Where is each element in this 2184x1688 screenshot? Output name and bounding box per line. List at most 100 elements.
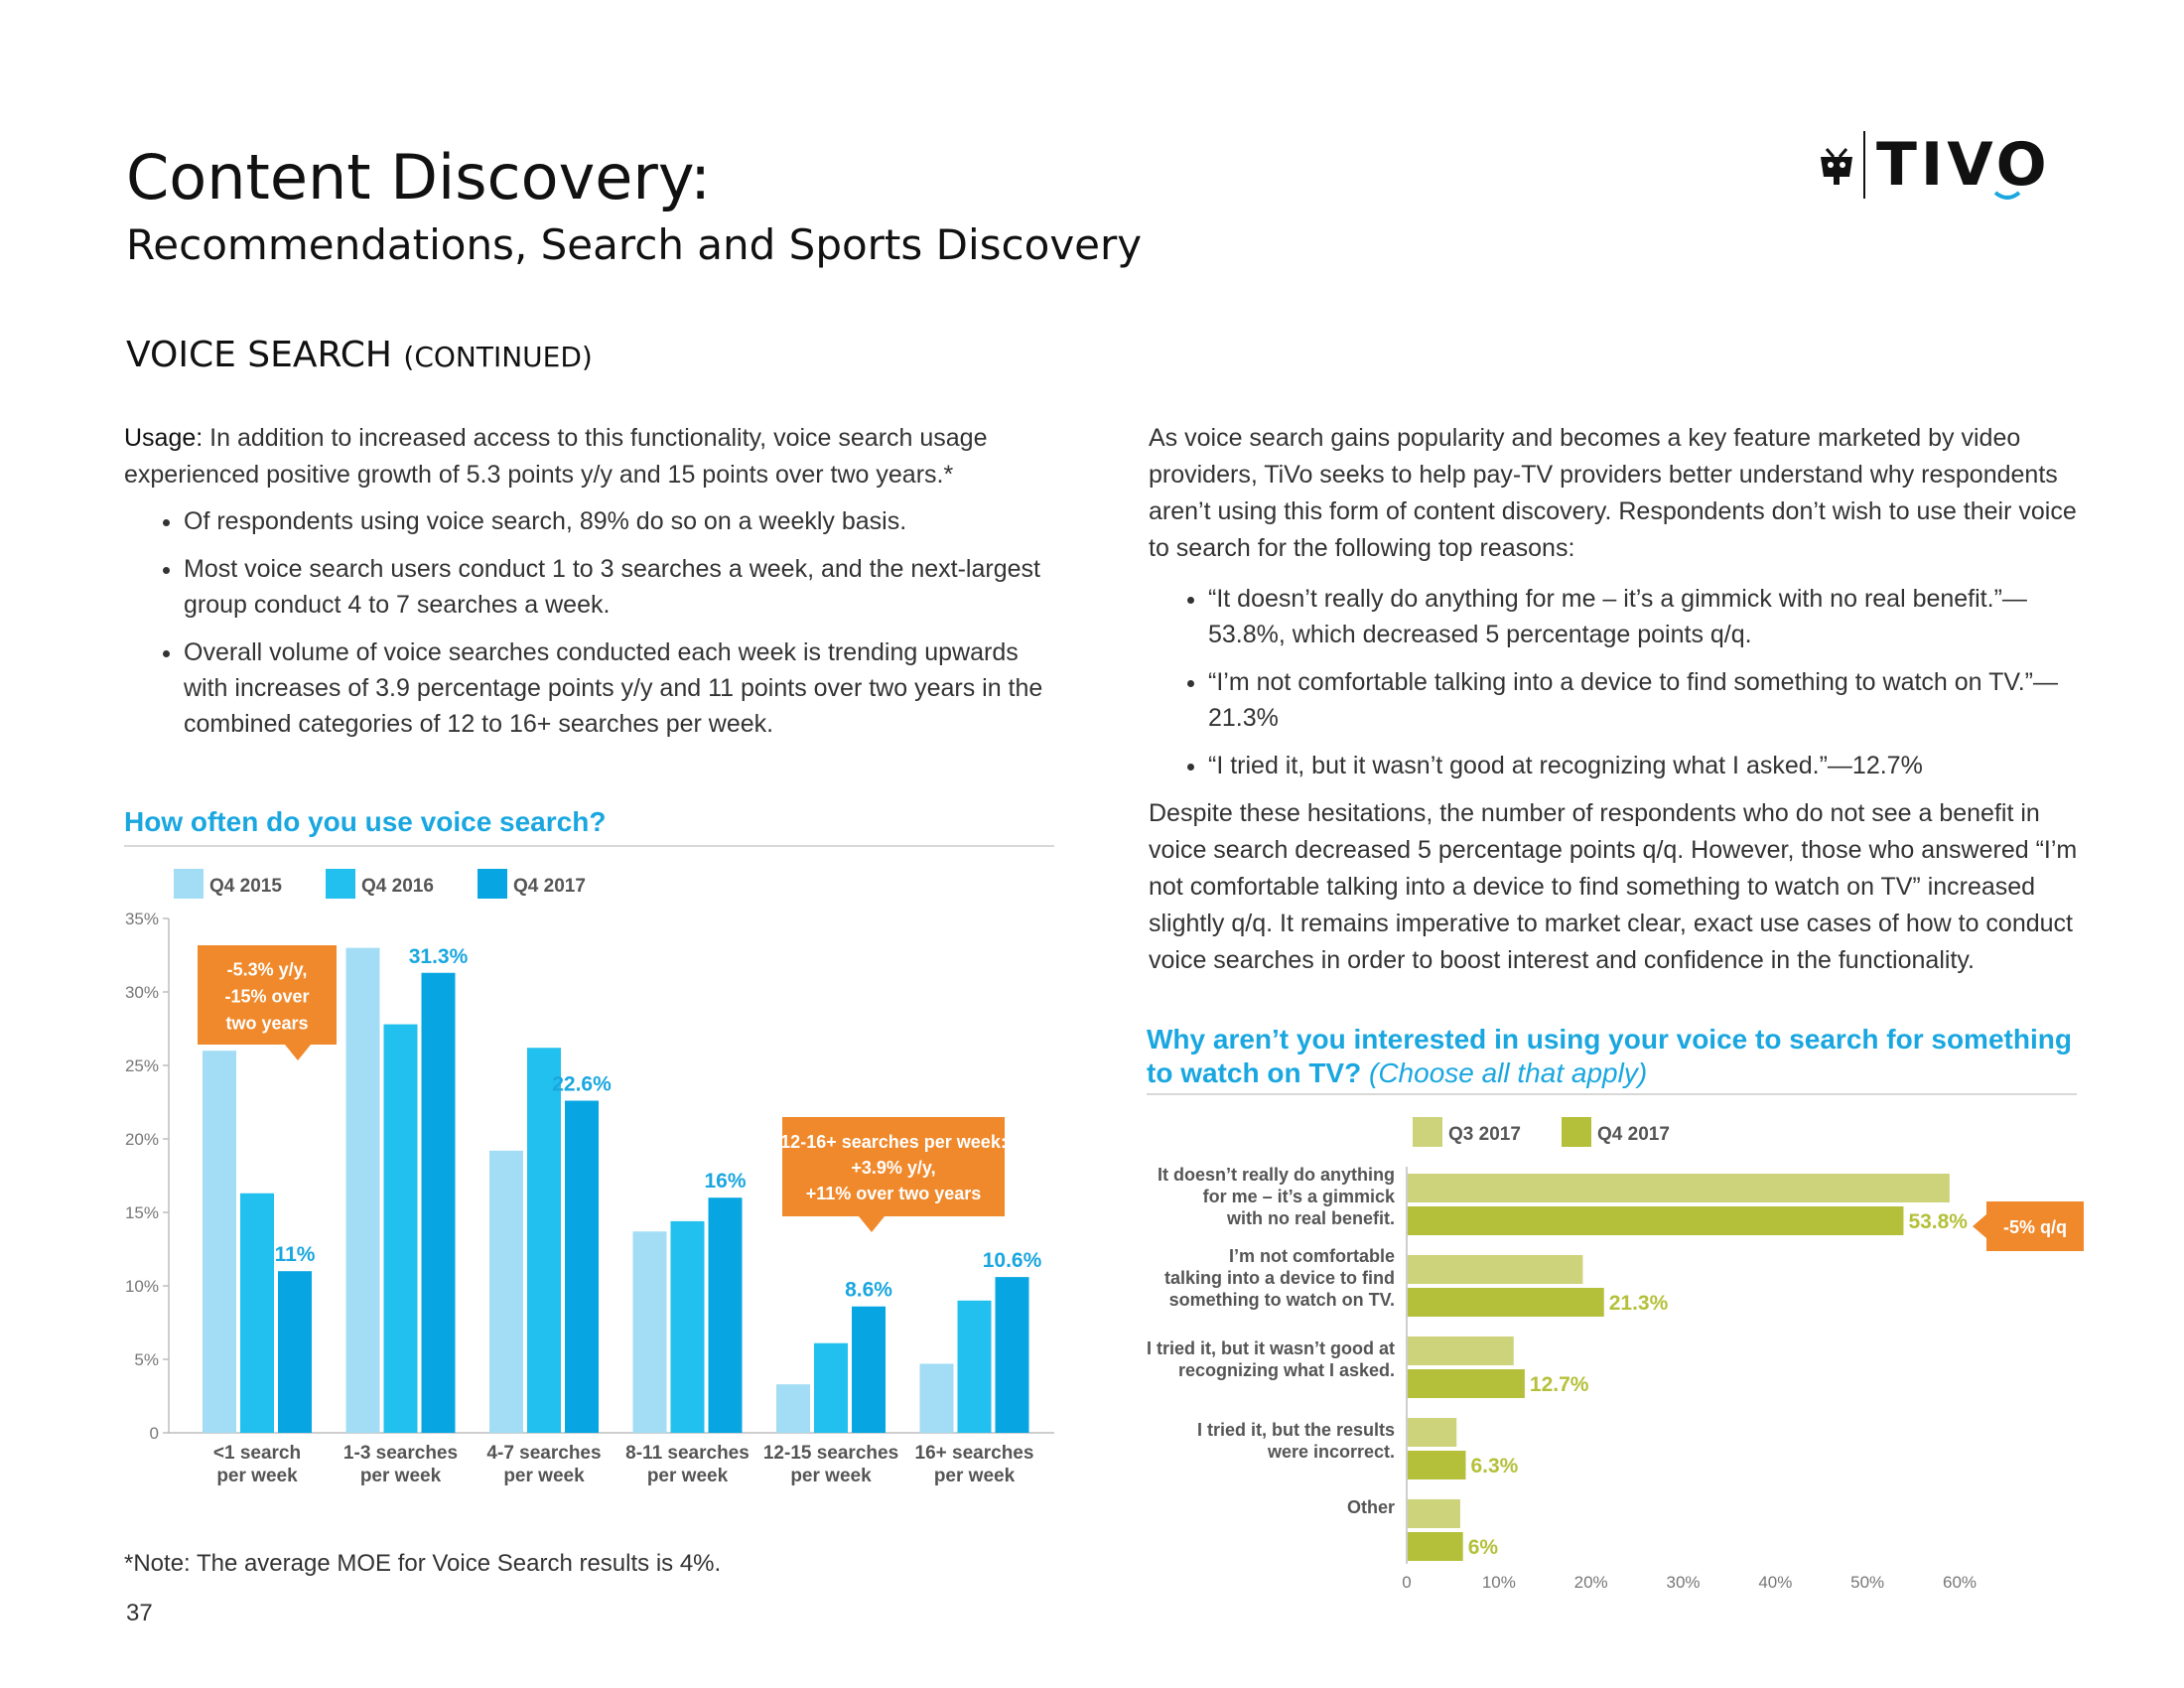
bar	[527, 1048, 561, 1433]
legend-swatch	[326, 869, 355, 899]
bar	[852, 1306, 886, 1433]
bar	[776, 1384, 810, 1433]
callout-text: -15% over	[224, 987, 309, 1007]
reasons-chart-title-suffix: (Choose all that apply)	[1369, 1057, 1648, 1088]
bar	[1408, 1418, 1457, 1447]
x-tick-label: 1-3 searches	[343, 1443, 458, 1464]
x-tick-label: per week	[216, 1466, 298, 1486]
usage-paragraph: Usage: In addition to increased access t…	[124, 420, 1067, 493]
legend-swatch	[174, 869, 204, 899]
usage-label: Usage:	[124, 424, 204, 452]
list-item: “It doesn’t really do anything for me – …	[1208, 581, 2092, 652]
left-bullet-list: Of respondents using voice search, 89% d…	[124, 503, 1067, 742]
callout-text: +11% over two years	[806, 1184, 982, 1203]
voice-usage-bar-chart: Q4 2015 Q4 2016 Q4 2017 0 5% 10% 15% 20% 25% 30% 3…	[125, 869, 1054, 1486]
bar	[240, 1193, 274, 1433]
x-tick-label: <1 search	[213, 1443, 301, 1464]
bar	[670, 1220, 705, 1433]
legend-swatch	[478, 869, 507, 899]
y-tick-label: 30%	[125, 983, 159, 1002]
y-tick-label: were incorrect.	[1267, 1442, 1395, 1462]
y-tick-label: 15%	[125, 1203, 159, 1222]
data-label: 31.3%	[409, 945, 469, 968]
bar	[1408, 1499, 1460, 1528]
x-tick-label: 20%	[1574, 1573, 1608, 1592]
data-label: 22.6%	[552, 1073, 612, 1096]
page-subtitle: Recommendations, Search and Sports Disco…	[126, 220, 1143, 269]
bar	[489, 1150, 523, 1433]
y-tick-label: something to watch on TV.	[1169, 1290, 1395, 1310]
bar	[919, 1363, 954, 1433]
annotation-callout: -5.3% y/y, -15% over two years	[198, 945, 337, 1060]
moe-note: *Note: The average MOE for Voice Search …	[124, 1550, 722, 1577]
annotation-callout: -5% q/q	[1973, 1201, 2084, 1251]
legend-label: Q4 2016	[361, 876, 434, 897]
y-tick-label: I tried it, but the results	[1197, 1420, 1395, 1440]
chart-title-divider	[1147, 1093, 2077, 1095]
callout-pointer	[285, 1045, 311, 1060]
bar	[814, 1342, 848, 1433]
usage-text: In addition to increased access to this …	[124, 424, 988, 489]
left-text-column: Usage: In addition to increased access t…	[124, 420, 1067, 754]
legend-swatch	[1562, 1117, 1591, 1147]
x-tick-label: 10%	[1482, 1573, 1516, 1592]
callout-text: two years	[225, 1014, 308, 1034]
bar	[1408, 1255, 1583, 1284]
list-item: Overall volume of voice searches conduct…	[184, 634, 1067, 742]
list-item: Most voice search users conduct 1 to 3 s…	[184, 551, 1067, 623]
legend-label: Q4 2017	[513, 876, 586, 897]
x-tick-label: 8-11 searches	[625, 1443, 750, 1464]
data-label: 11%	[275, 1243, 316, 1266]
y-tick-label: recognizing what I asked.	[1178, 1360, 1395, 1380]
annotation-callout: 12-16+ searches per week: +3.9% y/y, +11% …	[780, 1117, 1007, 1232]
reasons-chart-title-text: Why aren’t you interested in using your …	[1147, 1023, 2100, 1090]
y-tick-label: with no real benefit.	[1226, 1208, 1395, 1228]
bar	[1408, 1288, 1604, 1317]
list-item: Of respondents using voice search, 89% d…	[184, 503, 1067, 539]
section-subtitle: (CONTINUED)	[403, 341, 593, 373]
legend-label: Q4 2017	[1597, 1124, 1670, 1145]
data-label: 6.3%	[1470, 1455, 1518, 1477]
data-label: 12.7%	[1530, 1373, 1589, 1396]
reasons-chart-title-main: Why aren’t you interested in using your …	[1147, 1024, 2072, 1088]
y-tick-label: I tried it, but it wasn’t good at	[1147, 1338, 1395, 1358]
data-label: 8.6%	[845, 1279, 892, 1302]
y-tick-label: 20%	[125, 1130, 159, 1149]
y-tick-label: It doesn’t really do anything	[1158, 1165, 1395, 1185]
y-tick-label: 0	[150, 1424, 159, 1443]
bar	[957, 1300, 992, 1433]
bar	[278, 1271, 312, 1433]
legend-label: Q4 2015	[209, 876, 282, 897]
y-tick-label: 25%	[125, 1056, 159, 1075]
x-tick-label: 16+ searches	[915, 1443, 1034, 1464]
bar	[203, 1051, 236, 1433]
page-number: 37	[126, 1600, 153, 1626]
bar	[345, 947, 380, 1433]
x-tick-label: per week	[790, 1466, 872, 1486]
bar	[708, 1197, 743, 1433]
x-tick-label: 0	[1402, 1573, 1411, 1592]
y-tick-label: I’m not comfortable	[1229, 1246, 1395, 1266]
bar	[565, 1100, 599, 1433]
x-tick-label: per week	[503, 1466, 585, 1486]
x-tick-label: 60%	[1943, 1573, 1977, 1592]
list-item: “I’m not comfortable talking into a devi…	[1208, 664, 2092, 736]
bar	[1408, 1532, 1463, 1561]
tivo-logo: TIVO	[1815, 127, 2073, 207]
y-tick-label: Other	[1347, 1497, 1395, 1517]
y-tick-label: 35%	[125, 910, 159, 928]
legend-swatch	[1413, 1117, 1442, 1147]
callout-box	[1986, 1201, 2084, 1251]
x-tick-label: 40%	[1758, 1573, 1792, 1592]
bar	[995, 1277, 1029, 1433]
x-tick-label: per week	[647, 1466, 729, 1486]
x-tick-label: 30%	[1666, 1573, 1700, 1592]
tivo-tv-icon	[1821, 148, 1852, 185]
bar	[1408, 1451, 1466, 1479]
y-tick-label: 10%	[125, 1277, 159, 1296]
tivo-logo-graphic: TIVO	[1821, 130, 2047, 200]
bar	[1408, 1206, 1904, 1235]
section-title: VOICE SEARCH	[126, 335, 392, 375]
data-label: 6%	[1468, 1536, 1499, 1559]
callout-text: +3.9% y/y,	[851, 1158, 935, 1178]
